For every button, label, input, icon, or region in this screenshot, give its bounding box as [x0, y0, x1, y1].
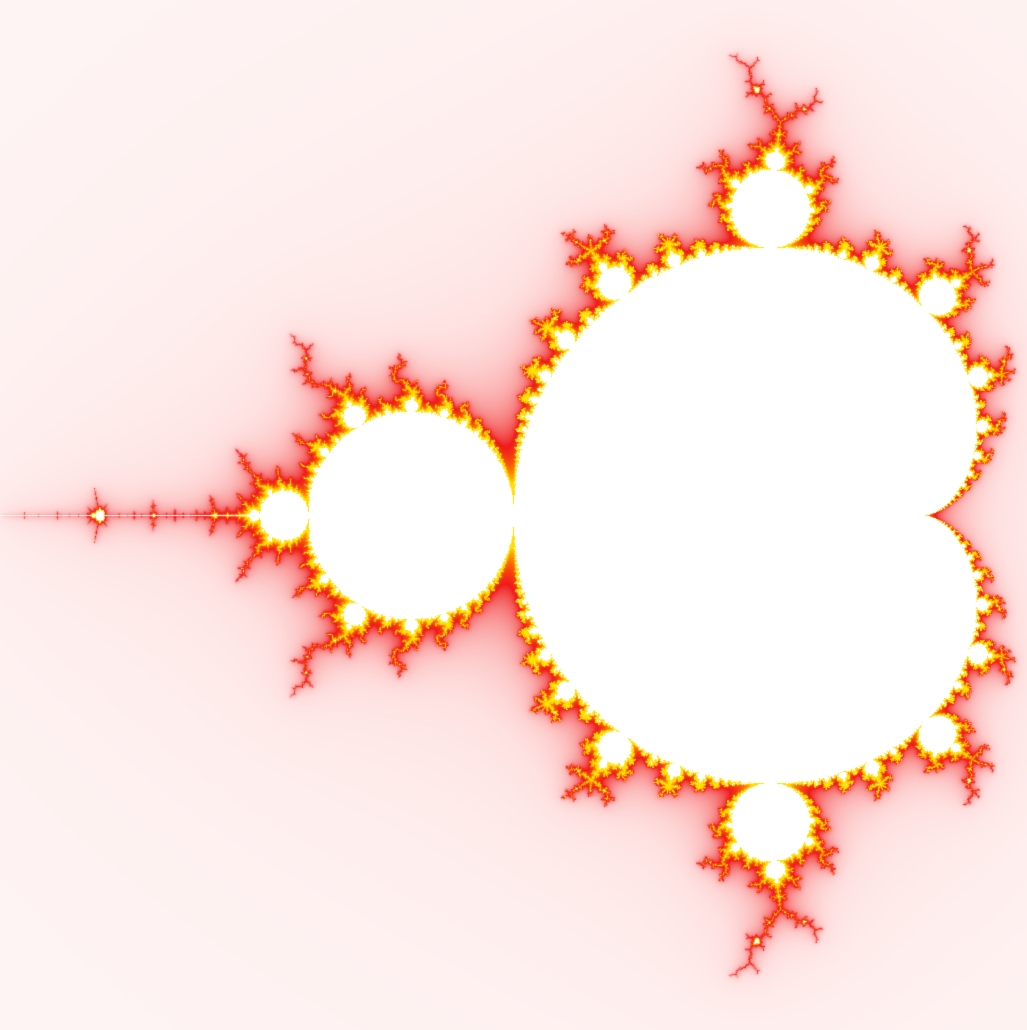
mandelbrot-canvas[interactable] [0, 0, 1027, 1030]
fractal-viewer [0, 0, 1027, 1030]
